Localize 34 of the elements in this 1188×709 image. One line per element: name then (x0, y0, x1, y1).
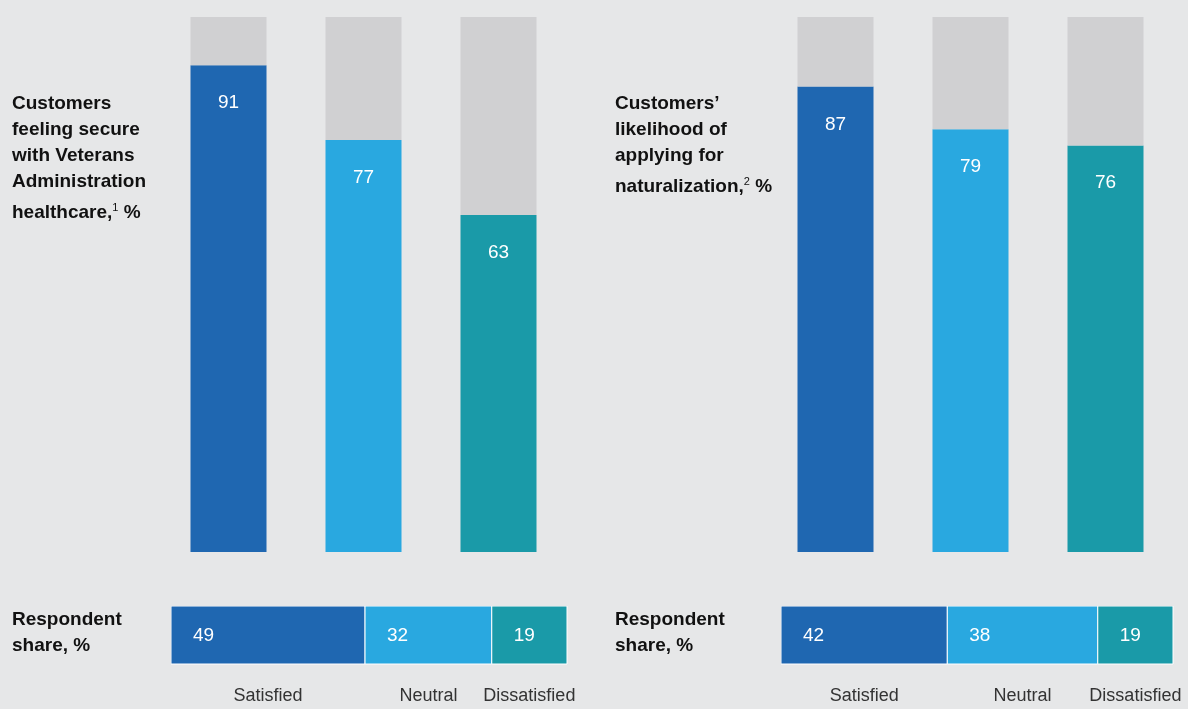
series-label: Satisfied (829, 685, 899, 705)
bar (190, 17, 267, 66)
series-label: Dissatisfied (483, 685, 576, 705)
data-label: 42 (803, 624, 825, 645)
bar (932, 17, 1009, 130)
data-label: 19 (1119, 624, 1141, 645)
series-label: Satisfied (233, 685, 303, 705)
series-label: Neutral (399, 685, 458, 705)
data-label: 87 (824, 112, 847, 134)
data-label: 77 (352, 166, 375, 188)
series-label: Neutral (993, 685, 1052, 705)
bar (797, 17, 874, 87)
data-label: 32 (387, 624, 409, 645)
text: Respondent share, % (12, 607, 123, 657)
data-label: 63 (487, 240, 510, 262)
data-label: 91 (217, 91, 240, 113)
data-label: 49 (193, 624, 215, 645)
series-label: Dissatisfied (1089, 685, 1182, 705)
bar (1067, 17, 1144, 146)
bar (1067, 145, 1144, 552)
bar (932, 129, 1009, 552)
text: Respondent share, % (615, 607, 726, 657)
data-label: 79 (959, 155, 982, 177)
text: Customers feeling secure with Veterans Administration healthcare,$^{1}$ % (12, 91, 148, 225)
bar (460, 17, 537, 215)
data-label: 19 (513, 624, 535, 645)
bar (797, 86, 874, 552)
bar (325, 140, 402, 552)
bar (325, 17, 402, 141)
bar (460, 214, 537, 552)
bar (190, 65, 267, 552)
data-label: 76 (1094, 171, 1117, 193)
text: Customers’ likelihood of applying for naturalization,$^{2}$ % (615, 91, 774, 199)
data-label: 38 (969, 624, 991, 645)
